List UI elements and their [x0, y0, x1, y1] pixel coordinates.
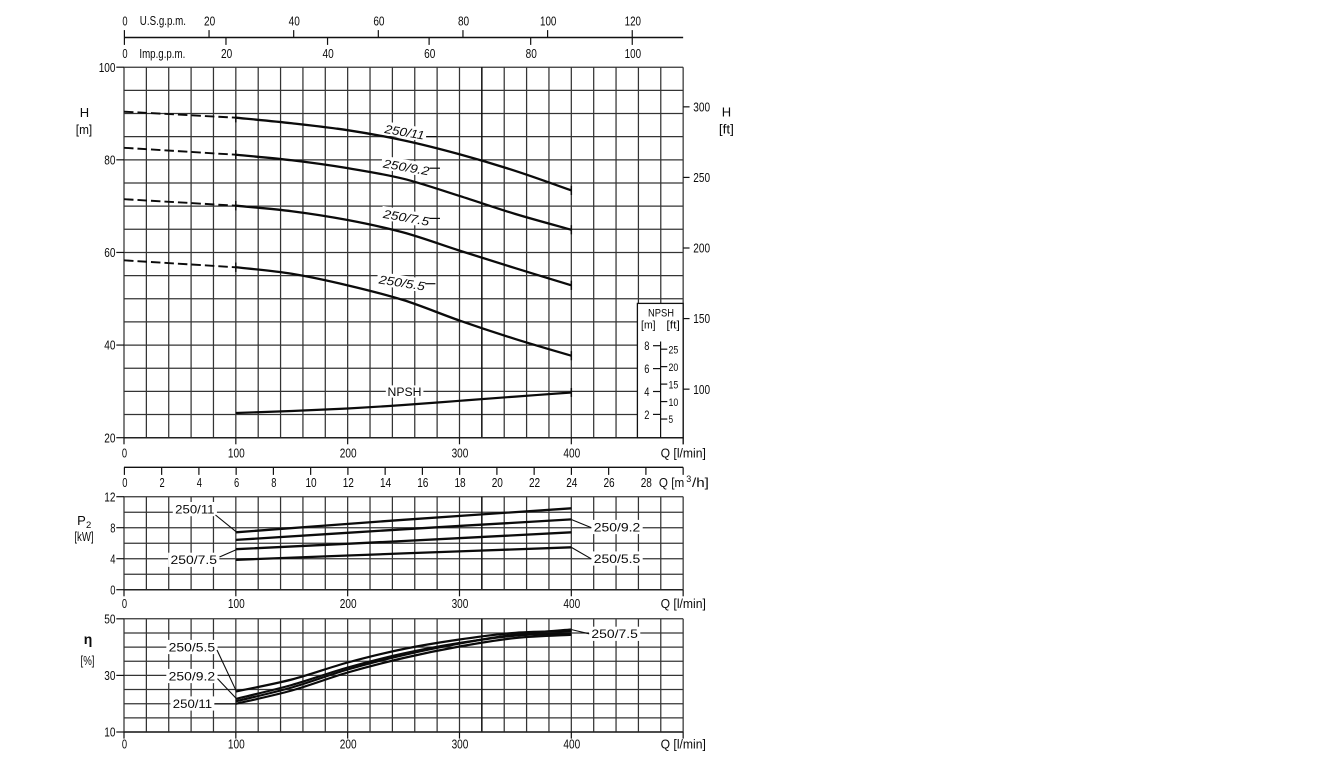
svg-text:150: 150 — [693, 311, 710, 326]
svg-text:250/11: 250/11 — [175, 502, 215, 516]
svg-text:10: 10 — [305, 475, 316, 490]
svg-text:16: 16 — [417, 475, 428, 490]
svg-text:20: 20 — [204, 13, 215, 28]
svg-text:0: 0 — [110, 582, 115, 597]
svg-text:6: 6 — [234, 475, 239, 490]
svg-text:28: 28 — [641, 475, 652, 490]
svg-text:40: 40 — [289, 13, 300, 28]
svg-text:12: 12 — [343, 475, 354, 490]
svg-text:300: 300 — [452, 737, 469, 752]
svg-text:80: 80 — [104, 152, 115, 167]
svg-text:25: 25 — [669, 344, 679, 356]
svg-text:40: 40 — [104, 338, 115, 353]
svg-text:300: 300 — [452, 596, 469, 611]
svg-text:60: 60 — [104, 245, 115, 260]
svg-text:[m]: [m] — [641, 320, 656, 332]
svg-text:40: 40 — [323, 46, 334, 61]
svg-text:60: 60 — [424, 46, 435, 61]
svg-text:10: 10 — [669, 397, 679, 409]
svg-text:300: 300 — [452, 445, 469, 460]
svg-text:120: 120 — [625, 13, 641, 28]
svg-text:20: 20 — [669, 362, 679, 374]
svg-text:18: 18 — [454, 475, 465, 490]
svg-text:200: 200 — [693, 241, 710, 256]
svg-text:P: P — [77, 513, 86, 528]
svg-text:/h]: /h] — [692, 475, 709, 490]
svg-text:200: 200 — [340, 445, 357, 460]
svg-text:250: 250 — [693, 170, 710, 185]
svg-text:NPSH: NPSH — [388, 387, 422, 399]
svg-text:0: 0 — [122, 445, 127, 460]
svg-text:30: 30 — [104, 668, 115, 683]
svg-text:[kW]: [kW] — [74, 530, 93, 544]
svg-text:6: 6 — [644, 362, 649, 376]
svg-text:η: η — [84, 631, 93, 647]
svg-text:250/9.2: 250/9.2 — [169, 669, 216, 683]
svg-text:4: 4 — [110, 551, 115, 566]
svg-text:[ft]: [ft] — [666, 320, 680, 332]
svg-text:300: 300 — [693, 99, 710, 114]
svg-text:250/9.2: 250/9.2 — [594, 520, 641, 534]
svg-text:Imp.g.p.m.: Imp.g.p.m. — [139, 46, 185, 61]
svg-text:Q [l/min]: Q [l/min] — [661, 596, 706, 611]
svg-text:Q [m: Q [m — [659, 475, 684, 490]
svg-text:20: 20 — [104, 430, 115, 445]
svg-text:12: 12 — [104, 489, 115, 504]
svg-text:250/11: 250/11 — [383, 122, 426, 143]
svg-text:Q [l/min]: Q [l/min] — [661, 737, 706, 752]
svg-text:Q [l/min]: Q [l/min] — [661, 446, 706, 461]
svg-text:100: 100 — [228, 445, 245, 460]
svg-text:80: 80 — [526, 46, 537, 61]
svg-text:50: 50 — [104, 611, 115, 626]
svg-text:24: 24 — [566, 475, 577, 490]
svg-text:250/11: 250/11 — [173, 697, 213, 711]
svg-text:8: 8 — [271, 475, 276, 490]
svg-text:[m]: [m] — [76, 122, 92, 137]
svg-text:80: 80 — [458, 13, 469, 28]
svg-text:20: 20 — [492, 475, 503, 490]
svg-text:4: 4 — [644, 385, 649, 399]
svg-text:250/5.5: 250/5.5 — [594, 552, 641, 566]
svg-text:100: 100 — [540, 13, 556, 28]
svg-text:U.S.g.p.m.: U.S.g.p.m. — [140, 13, 186, 28]
svg-text:26: 26 — [603, 475, 614, 490]
svg-text:0: 0 — [122, 13, 127, 28]
svg-text:[%]: [%] — [81, 654, 95, 668]
svg-text:200: 200 — [340, 596, 357, 611]
svg-text:400: 400 — [563, 445, 580, 460]
svg-text:250/5.5: 250/5.5 — [169, 640, 216, 654]
svg-text:2: 2 — [86, 520, 91, 531]
svg-text:8: 8 — [644, 339, 649, 353]
svg-text:3: 3 — [686, 474, 691, 485]
svg-text:60: 60 — [373, 13, 384, 28]
svg-text:H: H — [722, 105, 731, 120]
svg-text:14: 14 — [380, 475, 391, 490]
svg-text:2: 2 — [644, 408, 649, 422]
svg-text:0: 0 — [122, 737, 127, 752]
svg-text:200: 200 — [340, 737, 357, 752]
svg-text:100: 100 — [625, 46, 641, 61]
svg-text:0: 0 — [122, 596, 127, 611]
svg-text:5: 5 — [669, 414, 674, 426]
svg-text:100: 100 — [228, 737, 245, 752]
svg-text:0: 0 — [122, 46, 127, 61]
svg-text:8: 8 — [110, 520, 115, 535]
svg-text:0: 0 — [122, 475, 127, 490]
svg-text:4: 4 — [197, 475, 202, 490]
svg-text:10: 10 — [104, 725, 115, 740]
svg-text:250/7.5: 250/7.5 — [171, 553, 218, 567]
svg-text:100: 100 — [693, 382, 710, 397]
svg-text:250/7.5: 250/7.5 — [591, 627, 638, 641]
svg-text:NPSH: NPSH — [648, 308, 674, 320]
svg-text:2: 2 — [159, 475, 164, 490]
svg-text:400: 400 — [563, 737, 580, 752]
svg-text:20: 20 — [221, 46, 232, 61]
svg-text:[ft]: [ft] — [719, 122, 734, 137]
svg-text:100: 100 — [228, 596, 245, 611]
svg-text:15: 15 — [669, 379, 679, 391]
svg-text:400: 400 — [563, 596, 580, 611]
svg-text:H: H — [80, 105, 89, 120]
svg-text:22: 22 — [529, 475, 540, 490]
svg-text:100: 100 — [99, 60, 116, 75]
